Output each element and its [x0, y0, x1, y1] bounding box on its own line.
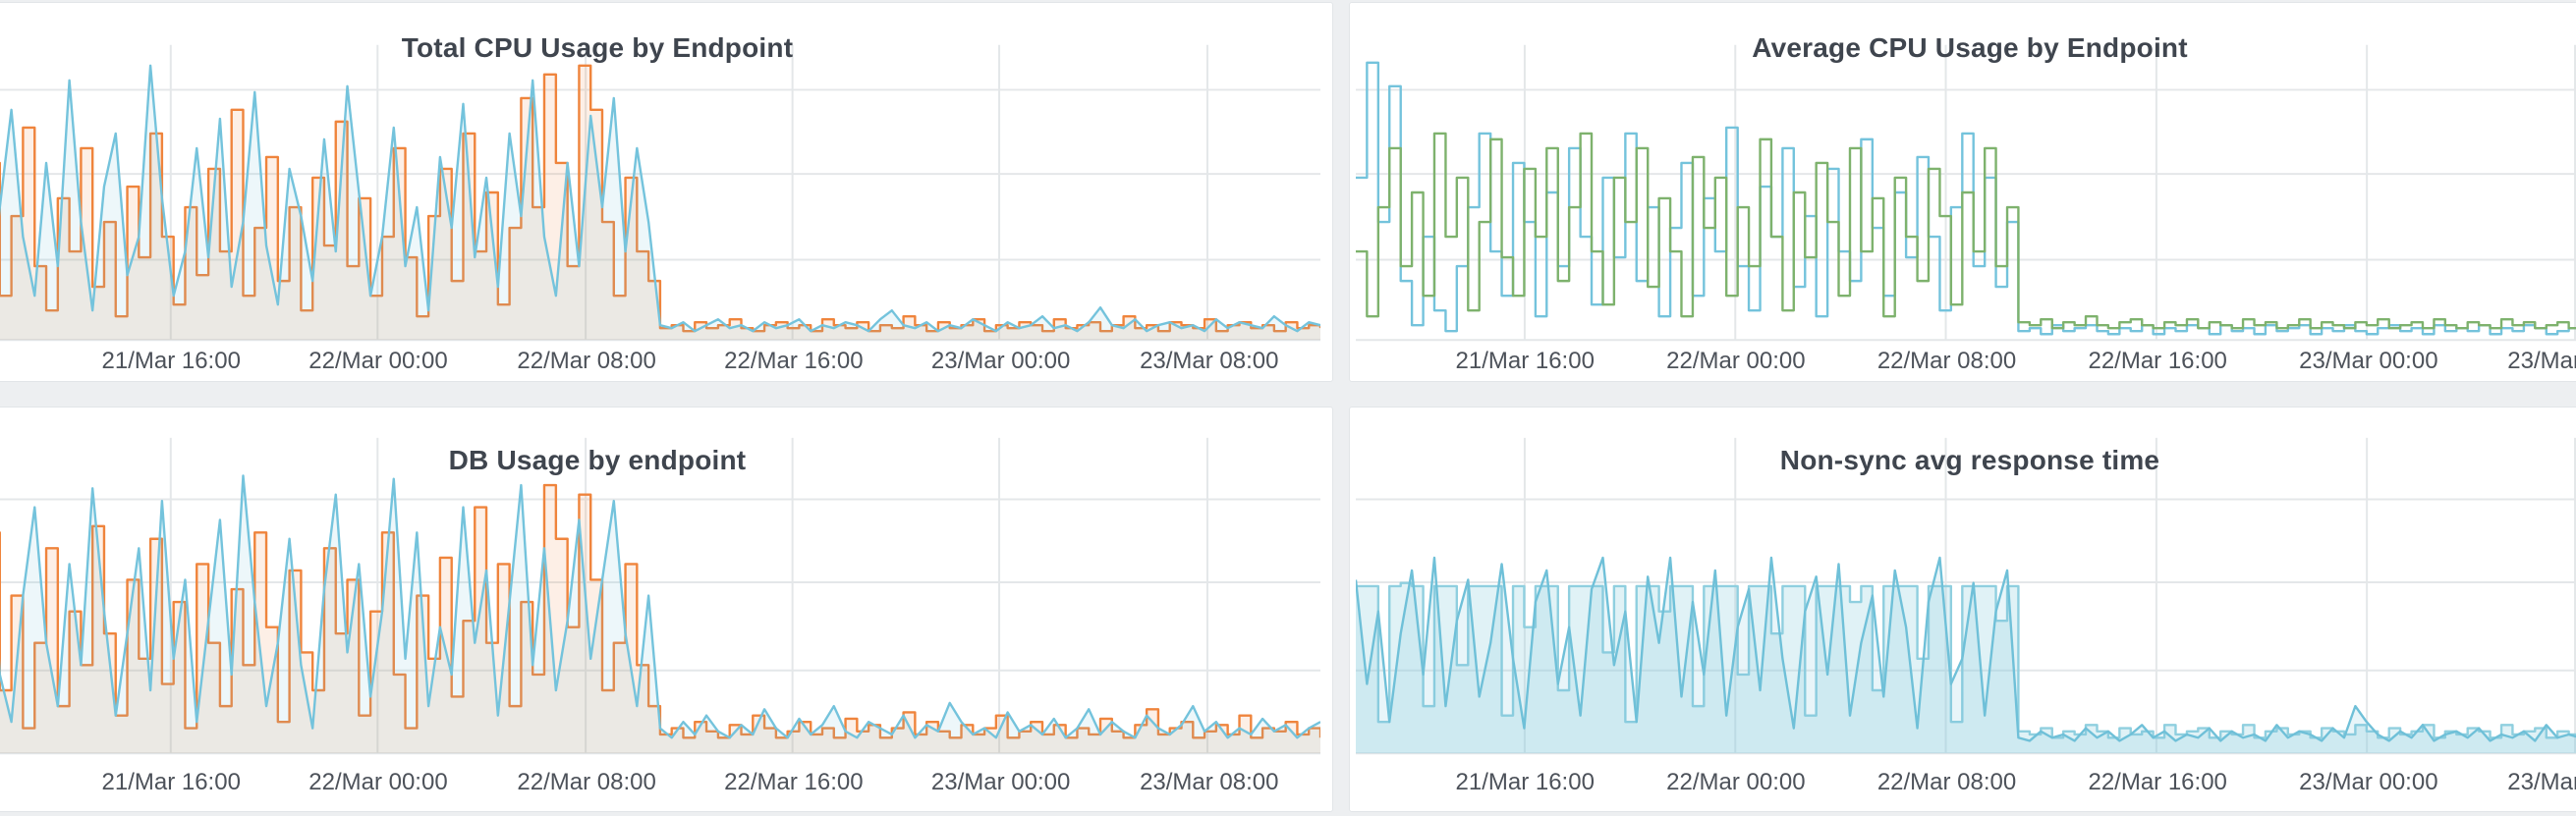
panel-header: Average CPU Usage by Endpoint	[1350, 32, 2576, 64]
x-tick-label: 21/Mar 16:00	[1455, 348, 1595, 374]
x-tick-label: 22/Mar 16:00	[724, 348, 864, 374]
panel-db-usage[interactable]: DB Usage by endpoint 21/Mar 16:00 22/Mar …	[0, 407, 1333, 812]
x-tick-label: 23/Mar 08:00	[2507, 769, 2576, 795]
x-tick-label: 23/Mar 00:00	[2299, 769, 2438, 795]
x-tick-label: 22/Mar 00:00	[308, 348, 448, 374]
x-tick-label: 22/Mar 16:00	[2088, 348, 2227, 374]
x-tick-label: 22/Mar 00:00	[1666, 769, 1806, 795]
x-tick-label: 22/Mar 08:00	[517, 348, 656, 374]
chart-canvas-nonsync-response[interactable]	[1350, 408, 2576, 811]
x-tick-label: 23/Mar 00:00	[930, 769, 1071, 795]
panel-header: Non-sync avg response time	[1350, 445, 2576, 476]
x-tick-label: 22/Mar 08:00	[517, 769, 656, 795]
panel-title[interactable]: Non-sync avg response time	[1779, 445, 2160, 475]
chart-canvas-db-usage[interactable]	[0, 408, 1332, 811]
x-tick-label: 21/Mar 16:00	[101, 769, 241, 795]
panel-total-cpu-usage[interactable]: Total CPU Usage by Endpoint 21/Mar 16:00…	[0, 2, 1333, 382]
x-tick-label: 22/Mar 16:00	[724, 769, 864, 795]
x-tick-label: 23/Mar 00:00	[930, 348, 1071, 374]
x-tick-label: 21/Mar 16:00	[1455, 769, 1595, 795]
x-tick-label: 22/Mar 00:00	[1666, 348, 1806, 374]
x-tick-label: 22/Mar 00:00	[308, 769, 448, 795]
panel-title[interactable]: DB Usage by endpoint	[448, 445, 747, 475]
chart-canvas-total-cpu[interactable]	[0, 3, 1332, 381]
x-tick-label: 22/Mar 16:00	[2088, 769, 2227, 795]
x-tick-label: 23/Mar 00:00	[2299, 348, 2438, 374]
x-tick-label: 23/Mar 08:00	[1140, 348, 1279, 374]
panel-header: DB Usage by endpoint	[0, 445, 1332, 476]
panel-header: Total CPU Usage by Endpoint	[0, 32, 1332, 64]
x-tick-label: 21/Mar 16:00	[101, 348, 241, 374]
panel-average-cpu-usage[interactable]: Average CPU Usage by Endpoint 21/Mar 16:…	[1349, 2, 2576, 382]
x-tick-label: 23/Mar 08:00	[2507, 348, 2576, 374]
x-tick-label: 22/Mar 08:00	[1876, 348, 2017, 374]
x-tick-label: 22/Mar 08:00	[1876, 769, 2017, 795]
chart-canvas-average-cpu[interactable]	[1350, 3, 2576, 381]
panel-title[interactable]: Total CPU Usage by Endpoint	[401, 32, 794, 63]
x-tick-label: 23/Mar 08:00	[1140, 769, 1279, 795]
panel-title[interactable]: Average CPU Usage by Endpoint	[1752, 32, 2188, 63]
panel-nonsync-response-time[interactable]: Non-sync avg response time 21/Mar 16:00 2…	[1349, 407, 2576, 812]
